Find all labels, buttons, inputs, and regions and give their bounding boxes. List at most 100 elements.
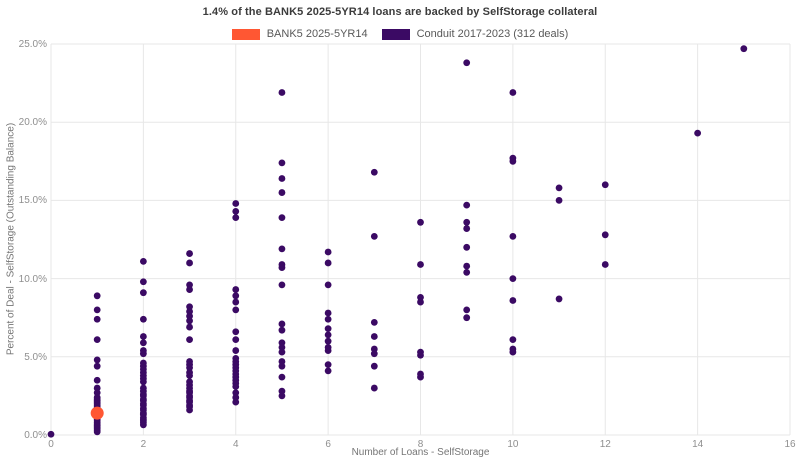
conduit-data-point: [278, 339, 286, 347]
conduit-data-point: [232, 306, 240, 314]
conduit-data-point: [232, 200, 240, 207]
conduit-data-point: [232, 398, 240, 406]
conduit-data-point: [278, 362, 286, 370]
conduit-data-point: [370, 333, 378, 340]
conduit-data-point: [232, 328, 240, 336]
conduit-data-point: [463, 314, 471, 322]
x-tick-label: 16: [784, 439, 796, 450]
conduit-data-point: [93, 362, 101, 370]
conduit-data-point: [417, 261, 424, 268]
conduit-data-point: [232, 347, 240, 354]
conduit-data-point: [278, 281, 286, 289]
conduit-data-point: [139, 421, 147, 429]
conduit-data-point: [370, 318, 378, 326]
conduit-data-point: [139, 350, 147, 358]
legend: BANK5 2025-5YR14 Conduit 2017-2023 (312 …: [0, 27, 800, 41]
conduit-data-point: [601, 261, 609, 268]
conduit-data-point: [278, 358, 286, 365]
bank5-data-point: [90, 406, 104, 420]
conduit-data-point: [555, 184, 563, 192]
conduit-data-point: [601, 231, 609, 239]
conduit-data-point: [186, 281, 193, 289]
conduit-data-point: [324, 347, 332, 354]
conduit-data-point: [324, 309, 332, 317]
conduit-data-point: [278, 89, 286, 96]
conduit-data-point: [370, 384, 378, 392]
conduit-data-point: [278, 373, 286, 381]
conduit-data-point: [186, 364, 193, 372]
conduit-data-point: [463, 262, 471, 270]
conduit-data-point: [278, 159, 286, 167]
conduit-data-point: [186, 312, 193, 320]
conduit-data-point: [463, 201, 471, 209]
conduit-data-point: [417, 373, 424, 381]
conduit-legend-swatch: [381, 28, 410, 40]
y-tick-label: 0.0%: [24, 430, 47, 441]
x-tick-label: 2: [140, 439, 147, 450]
bank5-legend-swatch: [231, 28, 260, 40]
conduit-data-point: [139, 339, 147, 347]
conduit-data-point: [324, 361, 332, 369]
y-tick-label: 10.0%: [18, 273, 47, 285]
bank5-legend-label: BANK5 2025-5YR14: [266, 28, 368, 40]
conduit-data-point: [324, 325, 332, 333]
legend-item-bank5: BANK5 2025-5YR14: [231, 28, 368, 40]
conduit-data-point: [278, 392, 286, 400]
conduit-data-point: [232, 207, 240, 215]
conduit-data-point: [232, 214, 240, 222]
conduit-data-point: [186, 250, 193, 257]
conduit-data-point: [509, 157, 517, 165]
conduit-data-point: [139, 289, 147, 297]
conduit-data-point: [463, 243, 471, 251]
conduit-data-point: [324, 367, 332, 375]
conduit-data-point: [93, 428, 101, 436]
conduit-data-point: [186, 286, 193, 293]
conduit-data-point: [417, 293, 424, 301]
x-tick-label: 10: [507, 439, 519, 450]
x-tick-label: 8: [417, 439, 424, 450]
chart-title: 1.4% of the BANK5 2025-5YR14 loans are b…: [202, 6, 598, 18]
conduit-data-point: [232, 389, 240, 397]
conduit-data-point: [370, 168, 378, 176]
conduit-data-point: [370, 362, 378, 370]
x-tick-label: 14: [692, 439, 704, 450]
conduit-data-point: [232, 286, 240, 293]
conduit-data-point: [278, 175, 286, 182]
conduit-data-point: [694, 129, 702, 137]
y-tick-label: 25.0%: [18, 39, 47, 50]
conduit-data-point: [509, 336, 517, 343]
conduit-data-point: [139, 315, 147, 323]
conduit-data-point: [232, 292, 240, 300]
y-tick-label: 20.0%: [18, 117, 47, 129]
conduit-data-point: [278, 387, 286, 395]
conduit-data-point: [93, 315, 101, 323]
conduit-data-point: [139, 333, 147, 340]
x-tick-label: 4: [232, 439, 239, 450]
conduit-data-point: [417, 218, 424, 226]
conduit-data-point: [93, 384, 101, 392]
conduit-data-point: [93, 389, 101, 397]
y-tick-label: 15.0%: [18, 195, 47, 207]
x-axis-title: Number of Loans - SelfStorage: [351, 447, 490, 458]
conduit-data-point: [463, 306, 471, 314]
conduit-data-point: [509, 275, 517, 282]
conduit-data-point: [509, 297, 517, 304]
conduit-data-point: [139, 378, 147, 386]
conduit-data-point: [509, 232, 517, 240]
conduit-data-point: [324, 248, 332, 256]
conduit-data-point: [278, 264, 286, 272]
conduit-data-point: [601, 181, 609, 189]
conduit-data-point: [232, 383, 240, 390]
conduit-data-point: [463, 268, 471, 276]
conduit-data-point: [278, 326, 286, 334]
conduit-data-point: [324, 331, 332, 339]
conduit-data-point: [186, 336, 193, 343]
conduit-data-point: [93, 336, 101, 343]
conduit-data-point: [324, 315, 332, 323]
conduit-data-point: [324, 259, 332, 267]
conduit-data-point: [139, 278, 147, 286]
conduit-data-point: [417, 298, 424, 306]
conduit-data-point: [232, 298, 240, 306]
